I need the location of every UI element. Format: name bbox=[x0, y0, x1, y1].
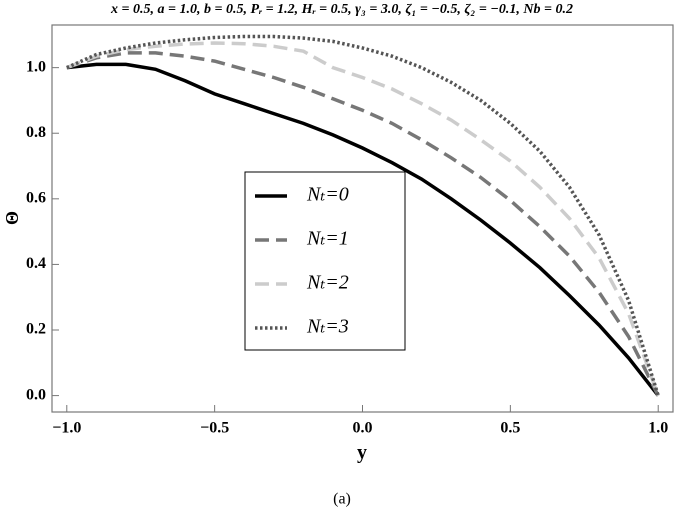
y-axis-label: Θ bbox=[2, 211, 22, 225]
legend-label: Nₜ=2 bbox=[306, 272, 349, 294]
series-line bbox=[66, 51, 660, 397]
y-tick-label: 0.0 bbox=[26, 386, 46, 403]
x-tick-label: −0.5 bbox=[200, 420, 229, 437]
y-tick-label: 0.6 bbox=[26, 189, 46, 206]
x-tick-label: 1.0 bbox=[648, 420, 668, 437]
x-tick-label: 0.5 bbox=[500, 420, 520, 437]
legend-label: Nₜ=3 bbox=[306, 316, 349, 338]
y-tick-label: 0.2 bbox=[26, 321, 46, 338]
legend-box bbox=[244, 171, 406, 351]
chart-title: x = 0.5, a = 1.0, b = 0.5, Pᵣ = 1.2, Hᵣ … bbox=[110, 2, 573, 17]
y-tick-label: 0.8 bbox=[26, 124, 46, 141]
y-tick-label: 0.4 bbox=[26, 255, 46, 272]
series-line bbox=[66, 41, 660, 397]
series-line bbox=[66, 34, 660, 397]
x-tick-label: 0.0 bbox=[353, 420, 373, 437]
x-axis-label: y bbox=[357, 442, 367, 464]
caption: (a) bbox=[333, 491, 351, 508]
legend-label: Nₜ=0 bbox=[306, 184, 349, 206]
y-tick-label: 1.0 bbox=[26, 58, 46, 75]
x-tick-label: −1.0 bbox=[52, 420, 81, 437]
legend-label: Nₜ=1 bbox=[306, 228, 349, 250]
series-line bbox=[66, 62, 660, 397]
